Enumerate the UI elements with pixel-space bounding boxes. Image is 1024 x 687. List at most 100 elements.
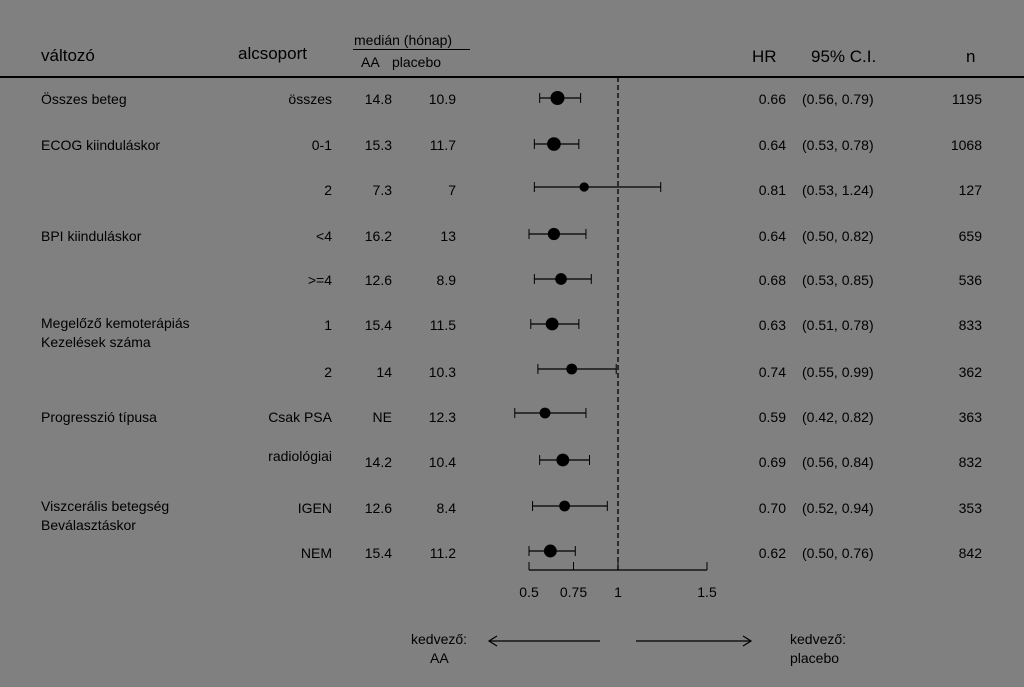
x-tick-label: 1.5	[697, 584, 717, 600]
row-ci: (0.50, 0.82)	[802, 228, 874, 244]
row-subgroup: 0-1	[311, 137, 332, 153]
row-group-label: Összes beteg	[41, 91, 127, 107]
hr-point	[547, 137, 561, 151]
row-subgroup: NEM	[300, 545, 332, 561]
row-median-aa: 15.3	[364, 137, 392, 153]
row-n: 833	[958, 317, 982, 333]
row-median-aa: 12.6	[364, 272, 392, 288]
footer-favors-aa-line2: AA	[430, 650, 449, 666]
row-hr: 0.63	[758, 317, 786, 333]
footer-favors-placebo-line2: placebo	[790, 650, 840, 666]
row-hr: 0.59	[758, 409, 786, 425]
hr-point	[547, 227, 561, 241]
row-median-placebo: 8.4	[436, 500, 456, 516]
row-subgroup: 1	[324, 317, 332, 333]
hr-point	[566, 363, 578, 375]
row-group-label: BPI kiinduláskor	[41, 228, 142, 244]
row-hr: 0.64	[758, 228, 786, 244]
row-median-aa: 7.3	[372, 182, 392, 198]
row-n: 127	[958, 182, 982, 198]
row-median-aa: 15.4	[364, 545, 392, 561]
row-median-placebo: 8.9	[436, 272, 456, 288]
row-ci: (0.56, 0.84)	[802, 454, 874, 470]
row-ci: (0.56, 0.79)	[802, 91, 874, 107]
row-n: 362	[958, 364, 982, 380]
row-ci: (0.42, 0.82)	[802, 409, 874, 425]
arrow-right-head	[742, 635, 753, 647]
hr-point	[559, 500, 571, 512]
row-hr: 0.68	[758, 272, 786, 288]
hr-point	[543, 544, 557, 558]
hr-point	[539, 407, 551, 419]
row-hr: 0.81	[758, 182, 786, 198]
row-median-aa: NE	[372, 409, 392, 425]
row-median-placebo: 11.2	[429, 545, 456, 561]
arrow-left-head	[487, 635, 498, 647]
header-hr: HR	[752, 47, 777, 66]
row-subgroup: >=4	[307, 272, 332, 288]
row-group-label: Megelőző kemoterápiás	[41, 315, 190, 331]
footer-favors-placebo-line1: kedvező:	[790, 631, 847, 647]
row-median-aa: 14.8	[364, 91, 392, 107]
header-rule	[0, 76, 1024, 78]
row-median-aa: 15.4	[364, 317, 392, 333]
row-n: 842	[958, 545, 982, 561]
header-median-placebo: placebo	[392, 54, 442, 70]
row-group-label: Progresszió típusa	[41, 409, 157, 425]
hr-point	[555, 273, 567, 285]
hr-point	[556, 453, 570, 467]
row-ci: (0.52, 0.94)	[802, 500, 874, 516]
row-subgroup: radiológiai	[268, 448, 332, 464]
hr-point	[579, 182, 589, 192]
row-n: 536	[958, 272, 982, 288]
row-median-aa: 12.6	[364, 500, 392, 516]
row-hr: 0.69	[758, 454, 786, 470]
hr-point	[545, 317, 559, 331]
header-n: n	[966, 47, 976, 66]
row-median-placebo: 11.7	[429, 137, 456, 153]
row-group-label: Viszcerális betegség	[41, 498, 170, 514]
row-hr: 0.64	[758, 137, 786, 153]
header-ci: 95% C.I.	[811, 47, 877, 66]
row-median-aa: 14	[376, 364, 392, 380]
row-subgroup: <4	[316, 228, 332, 244]
row-ci: (0.55, 0.99)	[802, 364, 874, 380]
x-tick-label: 0.75	[560, 584, 587, 600]
row-subgroup: 2	[324, 182, 332, 198]
header-median-aa: AA	[361, 54, 380, 70]
row-n: 363	[958, 409, 982, 425]
row-median-placebo: 11.5	[429, 317, 456, 333]
row-n: 1195	[951, 91, 982, 107]
row-subgroup: IGEN	[297, 500, 332, 516]
row-n: 832	[958, 454, 982, 470]
row-ci: (0.50, 0.76)	[802, 545, 874, 561]
row-ci: (0.53, 1.24)	[802, 182, 874, 198]
footer-favors-aa-line1: kedvező:	[411, 631, 468, 647]
row-median-placebo: 10.4	[428, 454, 456, 470]
row-median-placebo: 10.3	[428, 364, 456, 380]
row-subgroup: Csak PSA	[268, 409, 332, 425]
row-hr: 0.66	[758, 91, 786, 107]
row-median-aa: 14.2	[364, 454, 392, 470]
row-subgroup: összes	[288, 91, 332, 107]
row-group-label-line2: Kezelések száma	[41, 334, 151, 350]
median-header-underline	[353, 49, 470, 50]
row-median-placebo: 10.9	[428, 91, 456, 107]
row-n: 659	[958, 228, 982, 244]
x-tick-label: 1	[614, 584, 622, 600]
header-median-title: medián (hónap)	[354, 32, 453, 48]
row-median-placebo: 12.3	[428, 409, 456, 425]
header-variable: változó	[41, 46, 95, 65]
row-ci: (0.53, 0.85)	[802, 272, 874, 288]
x-tick-label: 0.5	[519, 584, 539, 600]
row-median-aa: 16.2	[364, 228, 392, 244]
row-group-label-line2: Beválasztáskor	[41, 517, 136, 533]
row-ci: (0.53, 0.78)	[802, 137, 874, 153]
header-subgroup: alcsoport	[238, 44, 307, 63]
row-n: 353	[958, 500, 982, 516]
row-hr: 0.70	[758, 500, 786, 516]
hr-point	[550, 91, 565, 105]
row-median-placebo: 13	[440, 228, 456, 244]
row-hr: 0.62	[758, 545, 786, 561]
